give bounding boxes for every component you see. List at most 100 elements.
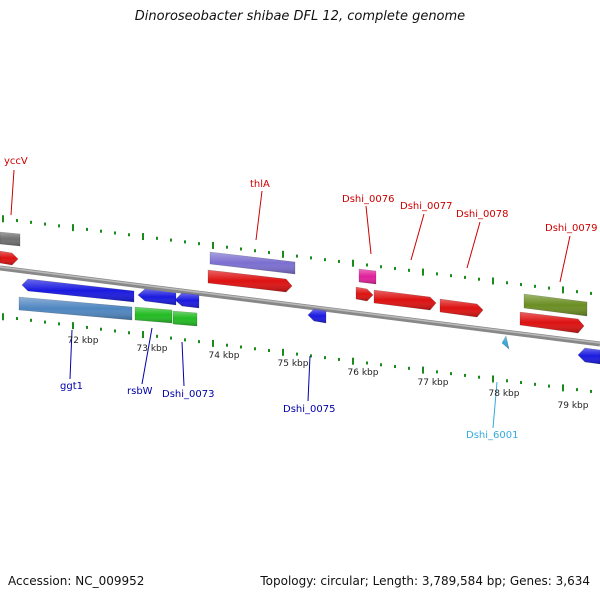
tick-mark bbox=[198, 242, 200, 246]
kbp-label-75: 75 kbp bbox=[278, 359, 309, 369]
tick-mark bbox=[282, 250, 284, 258]
tick-mark bbox=[86, 325, 88, 329]
tick-mark bbox=[100, 327, 102, 331]
tick-mark bbox=[394, 267, 396, 271]
feature-ggt1-steel-shading bbox=[19, 297, 132, 320]
leader-dshi-0075 bbox=[307, 355, 311, 402]
tick-mark bbox=[114, 329, 116, 333]
map-title: Dinoroseobacter shibae DFL 12, complete … bbox=[134, 9, 466, 24]
tick-row-bottom bbox=[2, 313, 592, 393]
tick-mark bbox=[44, 320, 46, 324]
tick-mark bbox=[478, 375, 480, 379]
feature-thla-red-shading bbox=[208, 270, 292, 292]
gene-label-dshi-0078[interactable]: Dshi_0078 bbox=[456, 209, 508, 220]
feature-blue-right-shading bbox=[578, 348, 600, 364]
kbp-label-78: 78 kbp bbox=[489, 389, 520, 399]
feature-dshi-0078-red-shading bbox=[440, 299, 483, 317]
leader-dshi-0078 bbox=[466, 221, 481, 269]
gene-label-dshi-0073[interactable]: Dshi_0073 bbox=[162, 389, 214, 400]
tick-mark bbox=[240, 247, 242, 251]
feature-dshi-6001-cyan-shading bbox=[502, 336, 509, 349]
tick-mark bbox=[464, 373, 466, 377]
tick-mark bbox=[352, 259, 354, 267]
feature-rsbw-green-shading bbox=[135, 307, 172, 323]
tick-mark bbox=[450, 274, 452, 278]
gene-label-yccv[interactable]: yccV bbox=[4, 156, 28, 167]
tick-mark bbox=[240, 345, 242, 349]
tick-mark bbox=[226, 245, 228, 249]
feature-red-left-shading bbox=[0, 251, 18, 265]
tick-mark bbox=[492, 375, 494, 383]
kbp-label-73: 73 kbp bbox=[137, 344, 168, 354]
tick-mark bbox=[114, 231, 116, 235]
tick-mark bbox=[562, 384, 564, 392]
tick-mark bbox=[310, 256, 312, 260]
feature-rsbw-blue-shading bbox=[138, 289, 176, 305]
tick-mark bbox=[2, 313, 4, 321]
tick-mark bbox=[184, 240, 186, 244]
tick-row-top bbox=[2, 215, 592, 295]
tick-mark bbox=[534, 284, 536, 288]
feature-dshi-0073-blue-shading bbox=[175, 293, 199, 308]
leader-dshi-0077 bbox=[410, 213, 425, 261]
tick-mark bbox=[380, 363, 382, 367]
tick-mark bbox=[44, 222, 46, 226]
tick-mark bbox=[506, 379, 508, 383]
tick-mark bbox=[296, 352, 298, 356]
tick-mark bbox=[142, 233, 144, 241]
tick-mark bbox=[520, 381, 522, 385]
tick-mark bbox=[436, 272, 438, 276]
feature-dshi-0079-red-shading bbox=[520, 312, 584, 333]
genome-backbone bbox=[0, 265, 600, 347]
tick-mark bbox=[352, 357, 354, 365]
tick-mark bbox=[72, 322, 74, 330]
tick-mark bbox=[30, 318, 32, 322]
tick-mark bbox=[408, 268, 410, 272]
feature-gray-left-shading bbox=[0, 232, 20, 246]
tick-mark bbox=[296, 254, 298, 258]
leader-thla bbox=[255, 190, 263, 241]
tick-mark bbox=[184, 338, 186, 342]
tick-mark bbox=[562, 286, 564, 294]
feature-dshi-0076-pink-shading bbox=[359, 269, 376, 284]
gene-label-dshi-0076[interactable]: Dshi_0076 bbox=[342, 194, 394, 205]
leader-dshi-0079 bbox=[559, 235, 571, 283]
gene-label-thla[interactable]: thlA bbox=[250, 179, 270, 190]
gene-label-dshi-0079[interactable]: Dshi_0079 bbox=[545, 223, 597, 234]
tick-mark bbox=[58, 322, 60, 326]
tick-mark bbox=[212, 241, 214, 249]
tick-mark bbox=[16, 219, 18, 223]
feature-dshi-0075-blue-shading bbox=[308, 309, 326, 323]
tick-mark bbox=[422, 366, 424, 374]
gene-label-ggt1[interactable]: ggt1 bbox=[60, 381, 83, 392]
gene-label-rsbw[interactable]: rsbW bbox=[127, 386, 153, 397]
tick-mark bbox=[170, 336, 172, 340]
tick-mark bbox=[366, 263, 368, 267]
gene-label-dshi-0075[interactable]: Dshi_0075 bbox=[283, 404, 335, 415]
tick-mark bbox=[576, 388, 578, 392]
accession-text: Accession: NC_009952 bbox=[8, 574, 145, 588]
tick-mark bbox=[128, 233, 130, 237]
tick-mark bbox=[282, 348, 284, 356]
tick-mark bbox=[268, 251, 270, 255]
tick-mark bbox=[86, 227, 88, 231]
tick-mark bbox=[254, 347, 256, 351]
tick-mark bbox=[324, 258, 326, 262]
leader-ggt1 bbox=[69, 329, 73, 380]
leader-dshi-6001 bbox=[492, 381, 498, 429]
tick-mark bbox=[72, 224, 74, 232]
tick-mark bbox=[394, 365, 396, 369]
tick-mark bbox=[492, 277, 494, 285]
gene-label-dshi-6001[interactable]: Dshi_6001 bbox=[466, 430, 518, 441]
tick-mark bbox=[380, 265, 382, 269]
tick-mark bbox=[128, 331, 130, 335]
tick-mark bbox=[170, 238, 172, 242]
tick-mark bbox=[576, 290, 578, 294]
tick-mark bbox=[310, 354, 312, 358]
gene-label-dshi-0077[interactable]: Dshi_0077 bbox=[400, 201, 452, 212]
feature-dshi-0073-green-shading bbox=[173, 311, 197, 326]
tick-mark bbox=[16, 317, 18, 321]
feature-dshi-0077-red-shading bbox=[374, 290, 436, 310]
genome-summary-text: Topology: circular; Length: 3,789,584 bp… bbox=[260, 574, 590, 588]
